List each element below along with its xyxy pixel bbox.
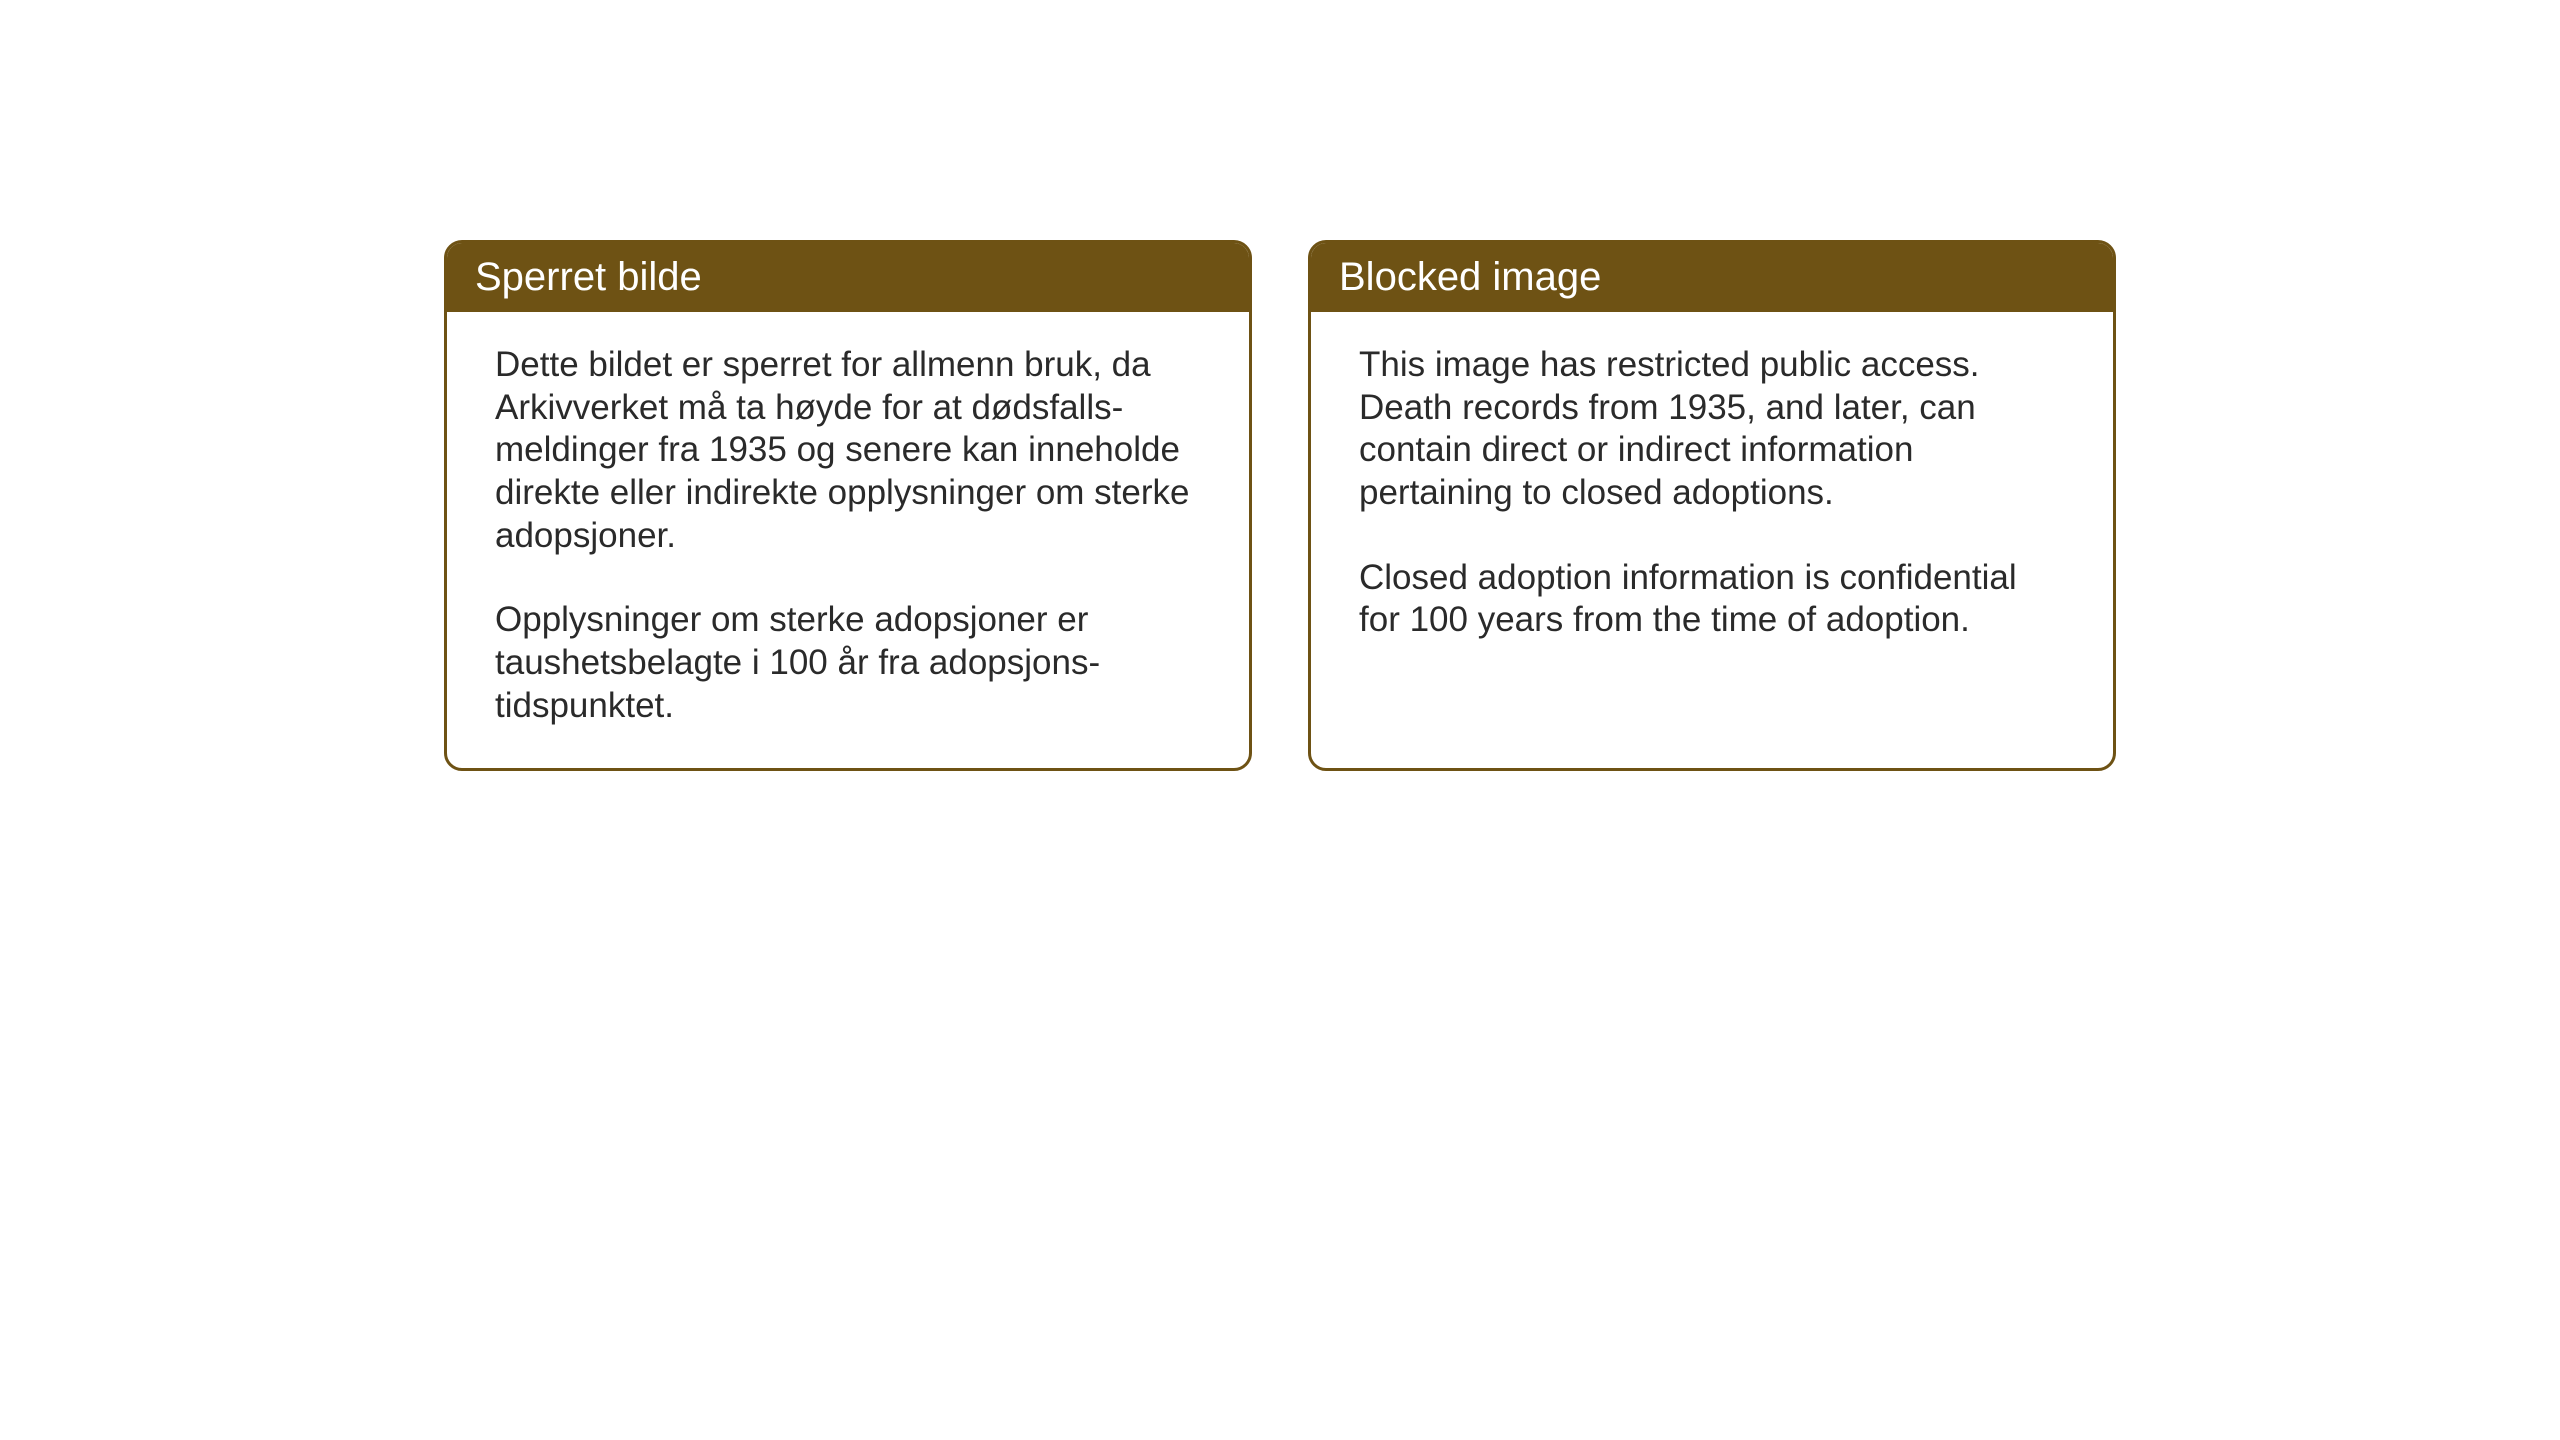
cards-container: Sperret bilde Dette bildet er sperret fo… bbox=[444, 240, 2116, 771]
card-english: Blocked image This image has restricted … bbox=[1308, 240, 2116, 771]
card-norwegian-body: Dette bildet er sperret for allmenn bruk… bbox=[447, 312, 1249, 768]
card-norwegian-title: Sperret bilde bbox=[475, 255, 702, 299]
card-english-body: This image has restricted public access.… bbox=[1311, 312, 2113, 682]
card-english-paragraph-2: Closed adoption information is confident… bbox=[1359, 557, 2065, 642]
card-english-header: Blocked image bbox=[1311, 243, 2113, 312]
card-norwegian-paragraph-2: Opplysninger om sterke adopsjoner er tau… bbox=[495, 599, 1201, 727]
card-english-title: Blocked image bbox=[1339, 255, 1601, 299]
card-norwegian-paragraph-1: Dette bildet er sperret for allmenn bruk… bbox=[495, 344, 1201, 557]
card-norwegian: Sperret bilde Dette bildet er sperret fo… bbox=[444, 240, 1252, 771]
card-norwegian-header: Sperret bilde bbox=[447, 243, 1249, 312]
card-english-paragraph-1: This image has restricted public access.… bbox=[1359, 344, 2065, 515]
